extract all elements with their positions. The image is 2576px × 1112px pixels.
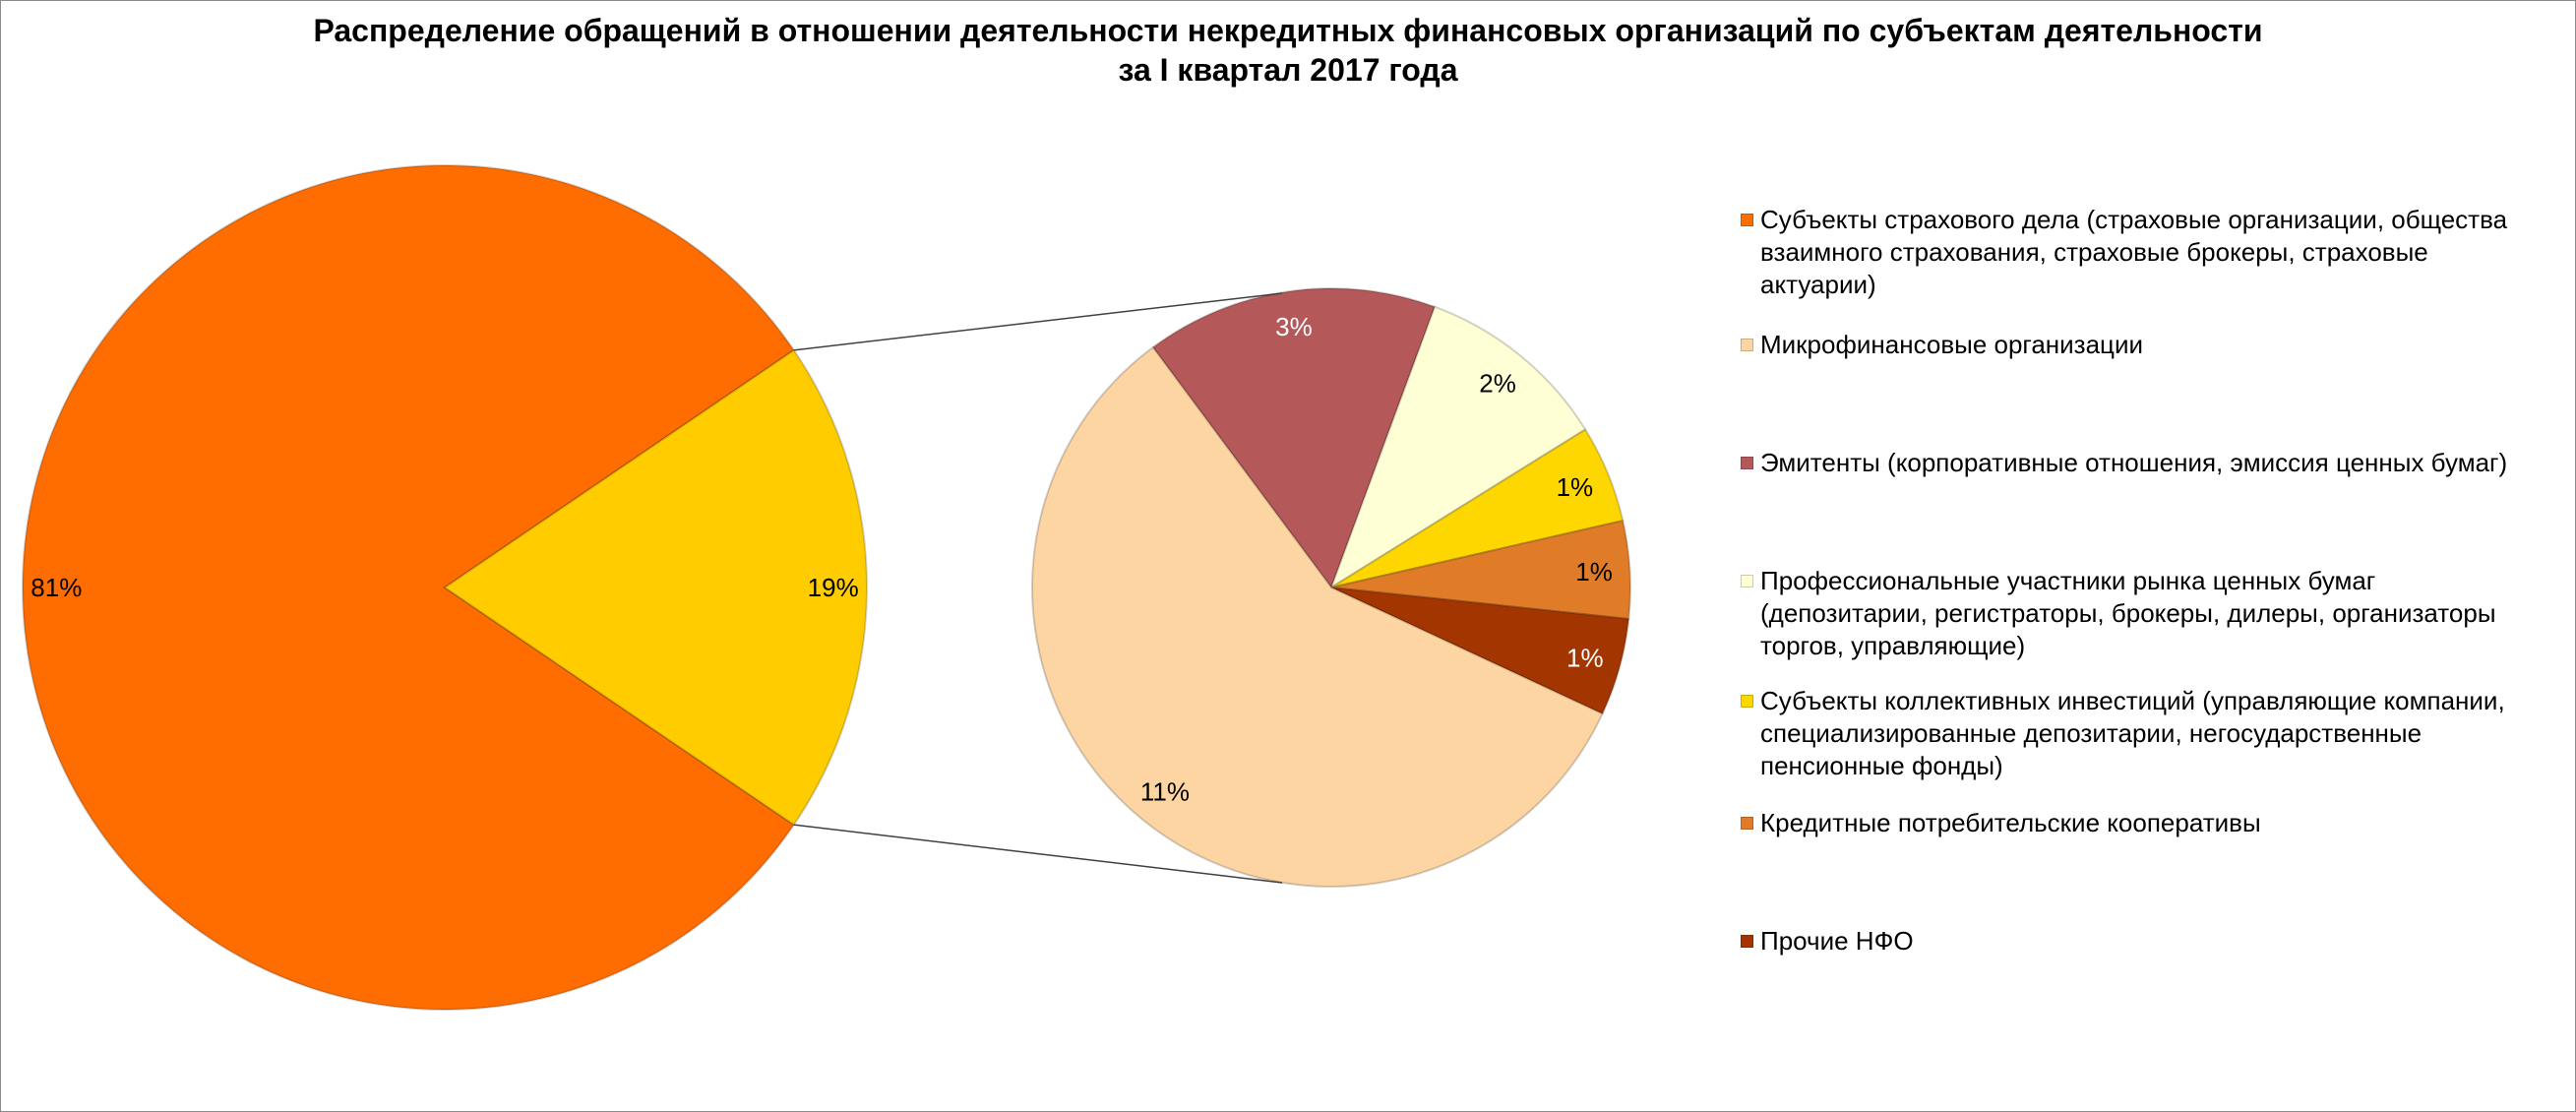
legend-label: Кредитные потребительские кооперативы bbox=[1760, 808, 2261, 837]
legend-label: Эмитенты (корпоративные отношения, эмисс… bbox=[1760, 448, 2508, 477]
secondary-pie-data-label: 2% bbox=[1479, 369, 1516, 399]
legend-label: Микрофинансовые организации bbox=[1760, 330, 2143, 359]
secondary-pie-slice bbox=[1031, 345, 1604, 889]
secondary-pie-slice bbox=[1330, 587, 1630, 715]
connector-line-top bbox=[793, 292, 1283, 351]
secondary-pie-data-label: 3% bbox=[1275, 312, 1313, 341]
legend-label: Субъекты коллективных инвестиций (управл… bbox=[1760, 686, 2505, 780]
legend-entry: Прочие НФО bbox=[1741, 925, 2547, 958]
title-line: Распределение обращений в отношении деят… bbox=[313, 13, 2263, 48]
main-pie-slice bbox=[443, 348, 869, 827]
legend-swatch bbox=[1741, 817, 1753, 830]
legend-swatch bbox=[1741, 575, 1753, 587]
legend-swatch bbox=[1741, 457, 1753, 469]
secondary-pie-data-label: 11% bbox=[1140, 776, 1190, 806]
secondary-pie-slice bbox=[1330, 428, 1625, 588]
legend-swatch bbox=[1741, 339, 1753, 351]
legend-label: Профессиональные участники рынка ценных … bbox=[1760, 566, 2496, 660]
legend-entry: Микрофинансовые организации bbox=[1741, 329, 2547, 361]
legend-swatch bbox=[1741, 935, 1753, 948]
chart-title: Распределение обращений в отношении деят… bbox=[1, 11, 2575, 90]
main-pie-data-label: 81% bbox=[31, 573, 82, 602]
legend-swatch bbox=[1741, 214, 1753, 226]
subtitle-line: за I квартал 2017 года bbox=[1118, 52, 1458, 88]
secondary-pie-slice bbox=[1330, 519, 1631, 621]
main-pie-data-label: 19% bbox=[808, 573, 859, 602]
connector-line-bottom bbox=[793, 824, 1283, 884]
secondary-pie-data-label: 1% bbox=[1557, 472, 1594, 502]
secondary-pie-slice bbox=[1151, 287, 1437, 590]
secondary-pie-data-label: 1% bbox=[1575, 557, 1613, 587]
legend-entry: Профессиональные участники рынка ценных … bbox=[1741, 565, 2547, 662]
legend-entry: Субъекты коллективных инвестиций (управл… bbox=[1741, 685, 2547, 782]
secondary-pie-data-label: 1% bbox=[1566, 644, 1604, 673]
legend-entry: Эмитенты (корпоративные отношения, эмисс… bbox=[1741, 447, 2547, 479]
legend-entry: Кредитные потребительские кооперативы bbox=[1741, 807, 2547, 839]
legend-swatch bbox=[1741, 695, 1753, 708]
legend-label: Субъекты страхового дела (страховые орга… bbox=[1760, 205, 2508, 299]
legend-entry: Субъекты страхового дела (страховые орга… bbox=[1741, 204, 2547, 301]
main-pie-slice bbox=[22, 164, 796, 1011]
secondary-pie-slice bbox=[1329, 305, 1587, 590]
legend-label: Прочие НФО bbox=[1760, 926, 1914, 956]
